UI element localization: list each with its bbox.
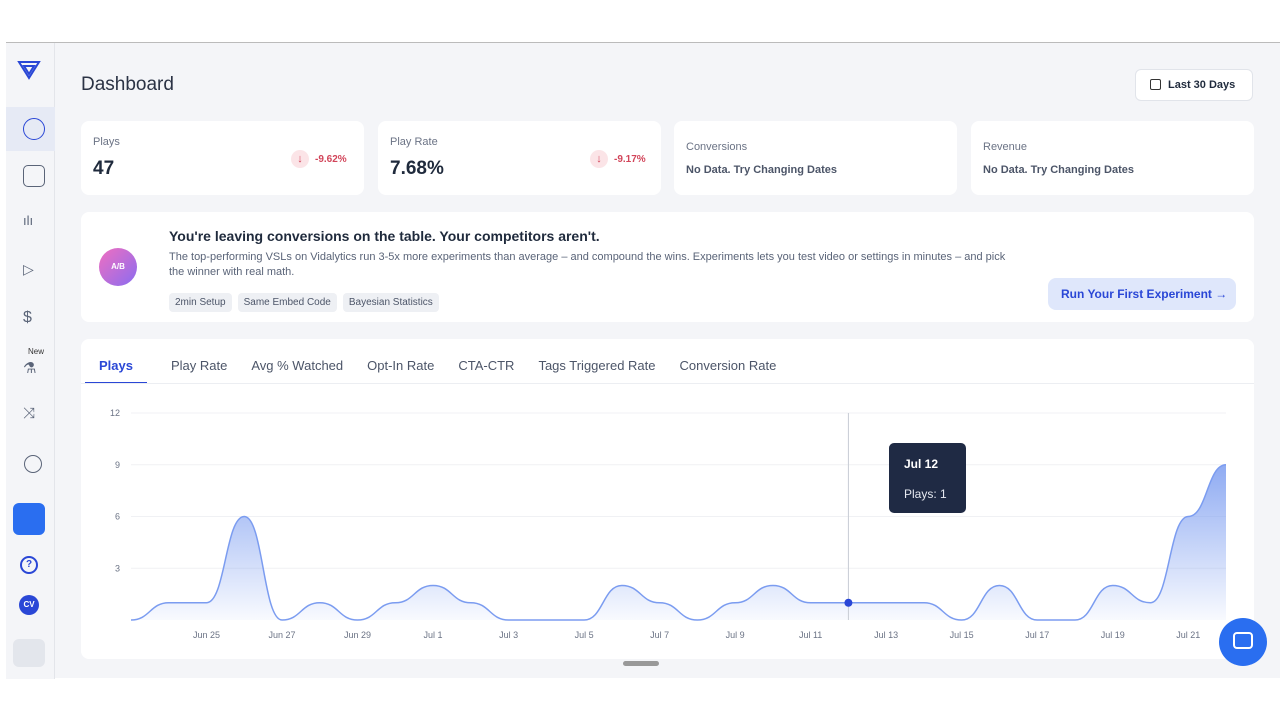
experiment-button[interactable]: Run Your First Experiment → <box>1048 278 1236 310</box>
tab-divider <box>81 383 1254 384</box>
stat-label: Conversions <box>686 141 748 153</box>
x-tick-label: Jul 7 <box>650 630 669 640</box>
tooltip-text: Plays: 1 <box>904 487 947 501</box>
area-fill <box>131 464 1226 620</box>
tab[interactable]: Opt-In Rate <box>367 358 435 373</box>
y-tick-label: 3 <box>115 563 120 573</box>
y-tick-label: 12 <box>110 408 120 418</box>
stat-value: 47 <box>93 158 115 179</box>
x-tick-label: Jul 13 <box>874 630 898 640</box>
stat-change: ↓ -9.62% <box>291 149 347 168</box>
change-value: -9.17% <box>614 154 646 165</box>
help[interactable]: ? <box>20 556 38 574</box>
hover-point <box>844 598 853 607</box>
nav-support[interactable] <box>24 455 42 473</box>
x-tick-label: Jul 11 <box>799 630 822 640</box>
nav-analytics[interactable]: ılı <box>23 213 34 228</box>
experiment-banner: A/B You're leaving conversions on the ta… <box>81 212 1254 322</box>
stat-label: Revenue <box>983 141 1028 153</box>
x-tick-label: Jul 21 <box>1176 630 1200 640</box>
banner-title: You're leaving conversions on the table.… <box>169 228 600 244</box>
nav-videos[interactable] <box>23 165 45 187</box>
y-tick-label: 6 <box>115 512 120 522</box>
tab[interactable]: Conversion Rate <box>679 358 777 373</box>
stat-note: No Data. Try Changing Dates <box>983 164 1134 176</box>
date-range-button[interactable]: Last 30 Days <box>1135 69 1253 101</box>
nav-integrations[interactable]: ⤨ <box>23 405 36 422</box>
x-tick-label: Jun 29 <box>344 630 371 640</box>
change-value: -9.62% <box>315 154 347 165</box>
x-tick-label: Jul 19 <box>1101 630 1125 640</box>
tab[interactable]: CTA-CTR <box>458 358 515 373</box>
stat-card: Plays 47 ↓ -9.62% <box>81 121 364 195</box>
tab[interactable]: Play Rate <box>170 358 228 373</box>
scroll-handle <box>623 661 659 666</box>
ab-icon: A/B <box>99 248 137 286</box>
stat-value: 7.68% <box>390 158 444 179</box>
tag: Same Embed Code <box>237 293 337 312</box>
tag: 2min Setup <box>169 293 232 312</box>
calendar-icon <box>1150 79 1161 90</box>
tag: Bayesian Statistics <box>342 293 439 312</box>
chat-button[interactable] <box>1219 618 1267 666</box>
stat-card: Revenue No Data. Try Changing Dates <box>971 121 1254 195</box>
stat-card: Conversions No Data. Try Changing Dates <box>674 121 957 195</box>
page-title: Dashboard <box>81 74 174 95</box>
new-badge: New <box>28 347 45 356</box>
tab[interactable]: Tags Triggered Rate <box>538 358 656 373</box>
tabs: Plays Play Rate Avg % Watched Opt-In Rate CT… <box>85 357 800 384</box>
stat-note: No Data. Try Changing Dates <box>686 164 837 176</box>
x-tick-label: Jul 17 <box>1025 630 1049 640</box>
app: ılı ▷ $ New ⚗ ⤨ ? CV Dashboard Last 30 D… <box>6 42 1280 679</box>
banner-text: The top-performing VSLs on Vidalytics ru… <box>169 251 1006 278</box>
nav-dashboard[interactable] <box>23 118 45 140</box>
date-range: Last 30 Days <box>1168 79 1236 91</box>
button-label: Run Your First Experiment <box>1061 287 1212 301</box>
x-tick-label: Jun 27 <box>269 630 296 640</box>
upload-button[interactable] <box>13 503 45 535</box>
stat-label: Play Rate <box>390 136 438 148</box>
tooltip-title: Jul 12 <box>904 457 938 471</box>
stat-label: Plays <box>93 136 120 148</box>
line <box>130 464 1227 621</box>
logo <box>17 61 41 80</box>
y-tick-label: 9 <box>115 460 120 470</box>
avatar[interactable]: CV <box>19 595 39 615</box>
tooltip <box>889 443 966 513</box>
x-tick-label: Jul 1 <box>424 630 443 640</box>
nav-revenue[interactable]: $ <box>23 309 32 326</box>
x-tick-label: Jul 5 <box>575 630 594 640</box>
sidebar: ılı ▷ $ New ⚗ ⤨ ? CV <box>6 43 55 679</box>
x-tick-label: Jul 9 <box>726 630 745 640</box>
nav-experiments[interactable]: ⚗ <box>23 360 37 377</box>
team-button[interactable] <box>13 639 45 667</box>
stat-change: ↓ -9.17% <box>590 149 646 168</box>
banner-tags: 2min Setup Same Embed Code Bayesian Statis… <box>169 292 445 312</box>
stat-card: Play Rate 7.68% ↓ -9.17% <box>378 121 661 195</box>
tab[interactable]: Avg % Watched <box>251 358 344 373</box>
x-tick-label: Jul 3 <box>499 630 518 640</box>
x-tick-label: Jul 15 <box>950 630 974 640</box>
nav-funnels[interactable]: ▷ <box>23 261 34 277</box>
x-tick-label: Jun 25 <box>193 630 220 640</box>
